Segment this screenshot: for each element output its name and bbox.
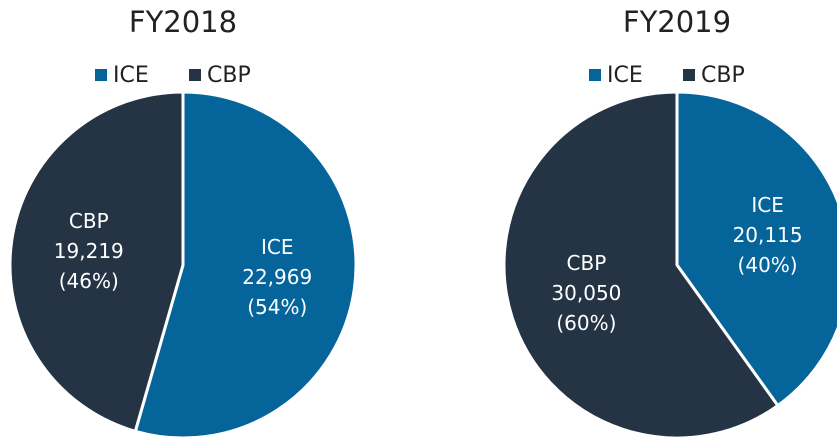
pie-slice: [502, 90, 780, 437]
data-label-line: 19,219: [54, 238, 124, 262]
legend-swatch: [189, 69, 201, 81]
data-label-line: 20,115: [733, 222, 803, 246]
legend-swatch: [683, 69, 695, 81]
data-label-line: 30,050: [551, 281, 621, 305]
data-label-line: CBP: [69, 208, 109, 232]
data-label-line: ICE: [261, 235, 294, 259]
data-label-line: (60%): [556, 311, 616, 335]
data-label-line: (54%): [247, 295, 307, 319]
legend-label: ICE: [607, 63, 643, 88]
legend-label: CBP: [207, 63, 251, 88]
data-label: CBP 19,219 (46%): [54, 208, 124, 292]
pie-slice: [8, 90, 185, 433]
data-label: ICE 22,969 (54%): [242, 235, 312, 319]
data-label-line: (46%): [59, 268, 119, 292]
legend-label: CBP: [701, 63, 745, 88]
data-label-line: (40%): [738, 252, 798, 276]
chart-title: FY2018: [129, 5, 237, 39]
legend-label: ICE: [113, 63, 149, 88]
pie-slice: [675, 90, 837, 408]
data-label: ICE 20,115 (40%): [733, 192, 803, 276]
data-label: CBP 30,050 (60%): [551, 251, 621, 335]
legend-swatch: [95, 69, 107, 81]
data-label-line: ICE: [751, 192, 784, 216]
data-label-line: CBP: [567, 251, 607, 275]
legend-swatch: [589, 69, 601, 81]
chart-title: FY2019: [623, 5, 731, 39]
pie-slice: [133, 90, 358, 437]
data-label-line: 22,969: [242, 265, 312, 289]
